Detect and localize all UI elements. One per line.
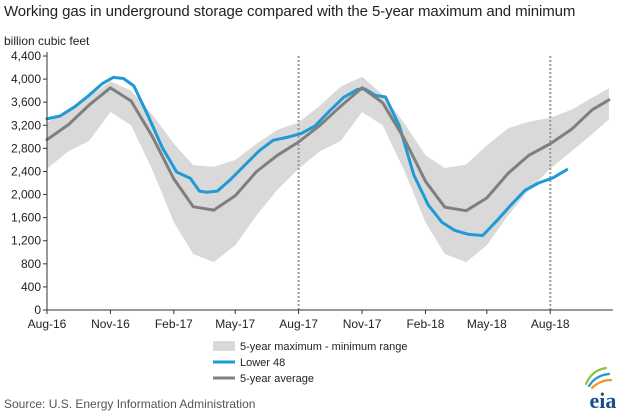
source-note: Source: U.S. Energy Information Administ… — [4, 397, 256, 411]
logo-swoosh-icon — [590, 378, 613, 390]
series-line-layer — [45, 75, 611, 237]
range-band — [47, 76, 609, 263]
legend-label: 5-year average — [240, 373, 314, 385]
chart-title: Working gas in underground storage compa… — [4, 3, 576, 20]
x-tick-label: May-17 — [215, 317, 255, 331]
y-tick-label: 1,600 — [11, 211, 41, 225]
y-tick-label: 2,800 — [11, 141, 41, 155]
y-tick-label: 3,600 — [11, 95, 41, 109]
y-tick-label: 4,000 — [11, 72, 41, 86]
axes: 0 400 800 1,200 1,600 2,000 2,400 2,800 3,200 3,6… — [11, 49, 613, 331]
y-tick-label: 2,000 — [11, 188, 41, 202]
x-tick-label: Aug-16 — [28, 317, 67, 331]
x-tick-label: May-18 — [467, 317, 507, 331]
logo-swoosh-icon — [587, 372, 611, 388]
y-tick-label: 2,400 — [11, 164, 41, 178]
x-tick-label: Aug-18 — [531, 317, 570, 331]
y-tick-label: 800 — [21, 257, 41, 271]
legend: 5-year maximum - minimum range Lower 48 5-… — [213, 341, 407, 385]
series-line-lower-48 — [45, 75, 569, 237]
x-tick-label: Nov-17 — [343, 317, 382, 331]
x-tick-label: Feb-17 — [155, 317, 193, 331]
y-tick-label: 1,200 — [11, 234, 41, 248]
y-tick-label: 0 — [34, 303, 41, 317]
x-tick-label: Nov-16 — [91, 317, 130, 331]
eia-logo-text: eia — [590, 388, 617, 413]
x-tick-label: Aug-17 — [279, 317, 318, 331]
legend-swatch-range — [213, 341, 235, 351]
legend-label: 5-year maximum - minimum range — [240, 341, 407, 353]
eia-logo: eia — [584, 366, 617, 413]
series-line-5-year-average — [45, 86, 611, 213]
y-tick-label: 3,200 — [11, 118, 41, 132]
x-tick-label: Feb-18 — [406, 317, 444, 331]
y-axis-label: billion cubic feet — [4, 34, 90, 48]
logo-swoosh-icon — [584, 366, 608, 386]
y-tick-label: 400 — [21, 280, 41, 294]
range-band-layer — [47, 76, 609, 263]
legend-label: Lower 48 — [240, 357, 285, 369]
y-tick-label: 4,400 — [11, 49, 41, 63]
